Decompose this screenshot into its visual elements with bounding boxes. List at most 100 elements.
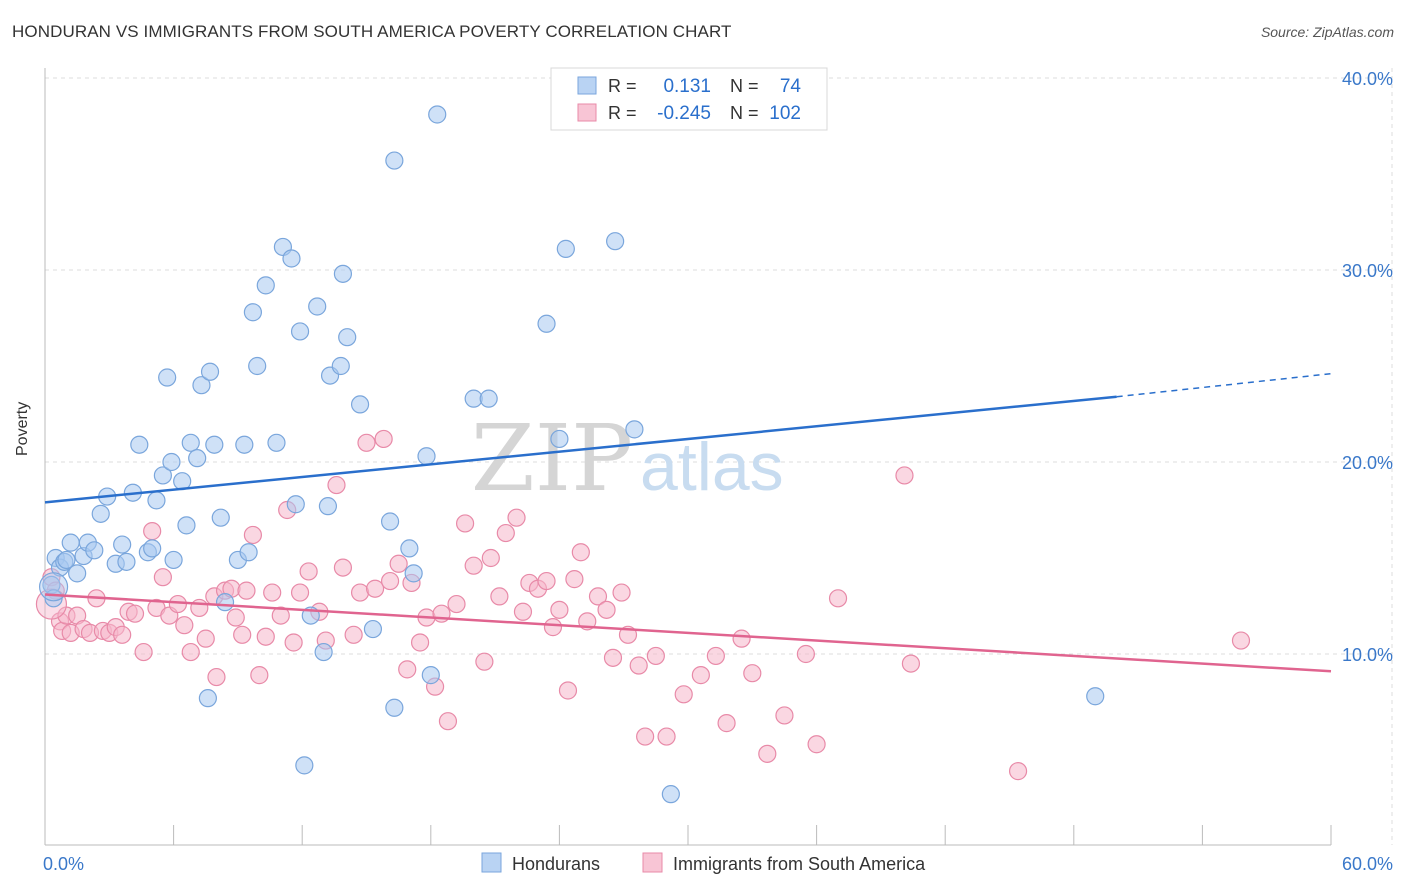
immigrants-point [143,522,162,541]
immigrants-point [365,579,385,598]
immigrants-point [380,571,400,591]
hondurans-point [661,785,680,804]
hondurans-point [198,689,217,708]
immigrants-point [496,523,515,543]
immigrants-point [597,600,616,619]
hondurans-point [256,276,275,295]
hondurans-point [158,368,177,387]
immigrants-point [237,581,256,600]
legend-swatch-blue [577,76,597,95]
hondurans-points [38,105,1105,804]
immigrants-point [513,602,533,621]
hondurans-point [147,491,166,510]
x-tick-label-max: 60.0% [1342,854,1393,874]
y-tick-label: 40.0% [1342,69,1393,89]
immigrants-points [35,429,1251,781]
x-tick-labels: 0.0% 60.0% [43,854,1393,874]
legend-r-label-1: R = [608,76,637,96]
hondurans-point [380,512,400,531]
immigrants-point [646,646,665,666]
hondurans-point [338,328,357,347]
hondurans-trendline-extension [1116,372,1332,398]
immigrants-point [550,600,569,619]
hondurans-point [333,264,353,283]
immigrants-point [464,556,483,575]
immigrants-point [243,525,263,545]
immigrants-point [398,660,417,679]
series-legend-swatch-pink [642,852,663,873]
immigrants-point [775,706,794,725]
series-legend-swatch-blue [481,852,502,873]
hondurans-point [417,447,436,466]
immigrants-point [134,642,153,662]
immigrants-trendline [44,593,1332,673]
immigrants-point [612,583,631,602]
immigrants-point [290,583,310,602]
immigrants-point [565,570,584,589]
watermark: ZIP atlas [471,405,784,512]
hondurans-point [625,420,644,439]
hondurans-point [113,535,132,554]
hondurans-point [192,376,211,395]
hondurans-point [556,239,575,258]
immigrants-point [571,543,590,562]
immigrants-point [181,642,200,662]
hondurans-point [421,666,440,685]
immigrants-point [558,681,578,700]
hondurans-point [286,495,305,514]
hondurans-point [350,395,370,414]
legend-r-label-2: R = [608,103,637,123]
hondurans-point [267,433,286,452]
hondurans-point [153,466,172,485]
legend-n-value-1: 74 [780,76,802,97]
axes [44,68,1332,846]
immigrants-point [455,514,475,533]
hondurans-point [85,541,104,560]
immigrants-point [807,735,826,754]
hondurans-point [1086,687,1105,706]
immigrants-point [657,727,676,746]
series-legend-label-hondurans: Hondurans [512,854,600,874]
immigrants-point [758,744,777,763]
immigrants-point [333,558,353,577]
hondurans-point [117,552,136,571]
hondurans-point [243,303,263,322]
hondurans-point [68,564,87,583]
hondurans-point [239,543,258,562]
immigrants-point [226,608,245,627]
y-tick-label: 10.0% [1342,645,1393,665]
immigrants-point [490,587,509,606]
immigrants-point [263,583,282,602]
immigrants-point [507,508,526,527]
hondurans-point [200,362,220,381]
hondurans-point [188,449,207,468]
immigrants-point [256,627,275,646]
hondurans-point [235,435,254,454]
immigrants-point [732,629,751,648]
hondurans-point [308,297,327,316]
chart-title: HONDURAN VS IMMIGRANTS FROM SOUTH AMERIC… [12,22,732,41]
immigrants-point [207,667,226,687]
hondurans-point [385,698,404,717]
immigrants-point [796,644,815,664]
immigrants-point [299,562,318,581]
immigrants-point [233,625,252,644]
immigrants-point [350,583,370,602]
hondurans-point [400,539,419,558]
hondurans-point [215,593,235,612]
immigrants-point [901,654,921,673]
immigrants-point [603,648,623,667]
y-tick-label: 20.0% [1342,453,1393,473]
hondurans-point [606,232,625,251]
y-tick-labels: 10.0% 20.0% 30.0% 40.0% [1342,69,1393,665]
immigrants-point [537,571,556,591]
immigrants-point [743,664,762,683]
legend-n-label-1: N = [730,76,759,96]
immigrants-point [636,727,655,746]
hondurans-point [537,314,556,333]
immigrants-point [196,629,215,648]
hondurans-point [290,322,310,341]
immigrants-point [190,598,209,618]
immigrants-point [113,625,132,644]
